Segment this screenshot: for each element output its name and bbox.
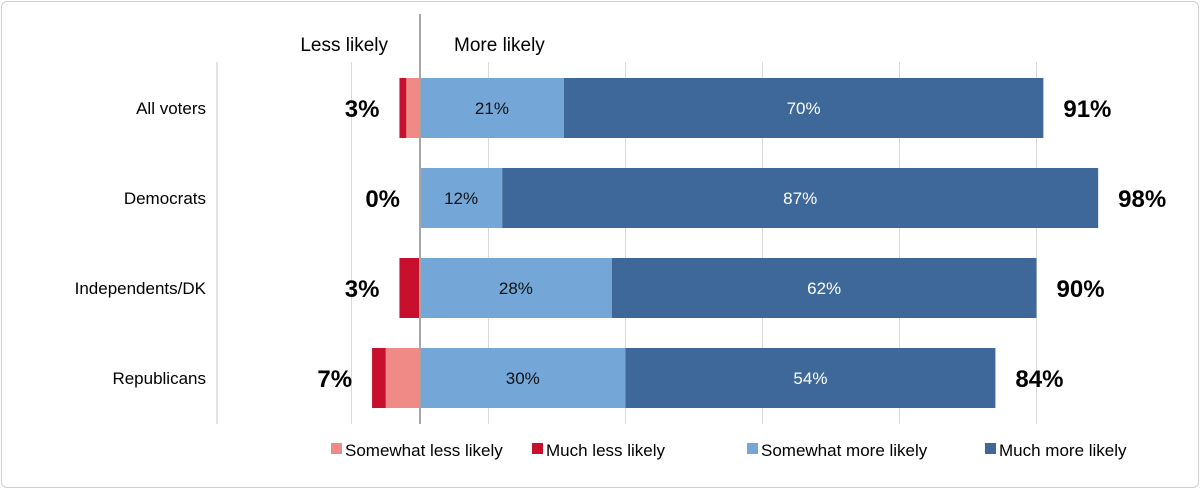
bar-somewhat-less-likely bbox=[385, 348, 420, 408]
data-label-much-more-likely: 54% bbox=[793, 369, 827, 388]
legend-swatch-somewhat-less-likely bbox=[331, 443, 342, 454]
data-label-much-more-likely: 62% bbox=[807, 279, 841, 298]
legend-label-somewhat-less-likely: Somewhat less likely bbox=[345, 441, 503, 460]
bar-much-less-likely bbox=[399, 78, 407, 138]
less-likely-total: 3% bbox=[345, 96, 380, 123]
bar-somewhat-more-likely bbox=[420, 78, 564, 138]
more-likely-total: 90% bbox=[1057, 276, 1105, 303]
bar-somewhat-more-likely bbox=[420, 348, 626, 408]
bar-much-more-likely bbox=[502, 168, 1099, 228]
bar-somewhat-more-likely bbox=[420, 258, 612, 318]
bar-much-more-likely bbox=[611, 258, 1037, 318]
data-label-much-more-likely: 87% bbox=[783, 189, 817, 208]
bar-much-more-likely bbox=[563, 78, 1044, 138]
bar-somewhat-more-likely bbox=[420, 168, 503, 228]
more-likely-total: 91% bbox=[1063, 96, 1111, 123]
category-label-independents-dk: Independents/DK bbox=[75, 279, 207, 298]
bar-somewhat-less-likely bbox=[406, 78, 420, 138]
data-label-somewhat-more-likely: 21% bbox=[475, 99, 509, 118]
less-likely-total: 7% bbox=[317, 366, 352, 393]
data-label-somewhat-more-likely: 28% bbox=[499, 279, 533, 298]
less-likely-total: 3% bbox=[345, 276, 380, 303]
more-likely-total: 98% bbox=[1118, 186, 1166, 213]
data-label-much-more-likely: 70% bbox=[787, 99, 821, 118]
data-label-somewhat-more-likely: 12% bbox=[444, 189, 478, 208]
bar-much-less-likely bbox=[372, 348, 386, 408]
more-likely-total: 84% bbox=[1015, 366, 1063, 393]
legend-swatch-much-more-likely bbox=[985, 443, 996, 454]
legend-label-much-less-likely: Much less likely bbox=[546, 441, 666, 460]
legend-swatch-somewhat-more-likely bbox=[747, 443, 758, 454]
legend-label-much-more-likely: Much more likely bbox=[999, 441, 1127, 460]
header-more-likely: More likely bbox=[454, 35, 545, 56]
category-label-democrats: Democrats bbox=[124, 189, 206, 208]
data-label-somewhat-more-likely: 30% bbox=[506, 369, 540, 388]
category-label-all-voters: All voters bbox=[136, 99, 206, 118]
legend-label-somewhat-more-likely: Somewhat more likely bbox=[761, 441, 928, 460]
less-likely-total: 0% bbox=[365, 186, 400, 213]
bar-much-less-likely bbox=[399, 258, 420, 318]
bar-much-more-likely bbox=[625, 348, 996, 408]
legend-swatch-much-less-likely bbox=[532, 443, 543, 454]
header-less-likely: Less likely bbox=[300, 35, 388, 56]
category-label-republicans: Republicans bbox=[112, 369, 206, 388]
